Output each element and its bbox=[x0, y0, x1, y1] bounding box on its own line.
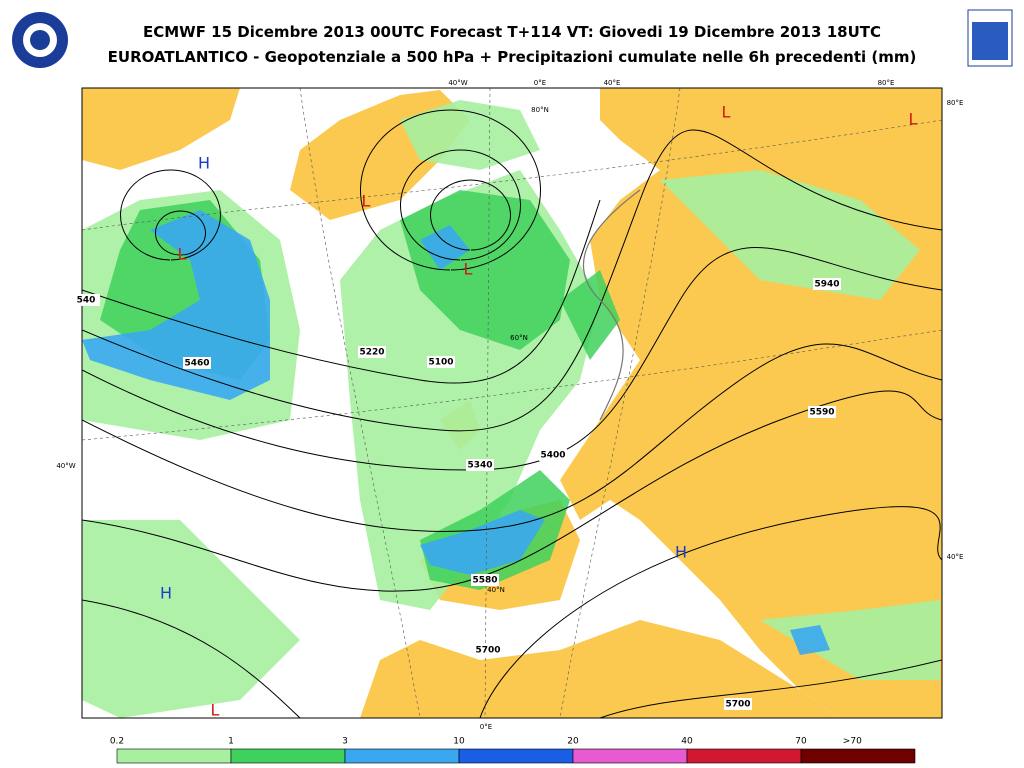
graticule-label: 80°N bbox=[531, 106, 549, 114]
contour-label-bg bbox=[183, 357, 211, 369]
contour-line bbox=[82, 199, 601, 384]
pressure-center: L bbox=[909, 110, 918, 129]
logo-core bbox=[30, 30, 50, 50]
contour-label-bg bbox=[471, 574, 499, 586]
map-frame bbox=[81, 87, 943, 719]
contour-line bbox=[400, 149, 521, 261]
legend-label: 70 bbox=[795, 737, 807, 747]
contour-line bbox=[479, 506, 942, 718]
legend-label: 0.2 bbox=[110, 737, 124, 747]
legend-label: 1 bbox=[228, 737, 234, 747]
graticule-label: 40°W bbox=[56, 462, 75, 470]
contour-label: 5220 bbox=[359, 348, 384, 358]
pressure-center: H bbox=[198, 154, 210, 173]
contour-label: 5100 bbox=[428, 358, 453, 368]
contour-label-bg bbox=[808, 406, 836, 418]
graticule-label: 80°E bbox=[878, 79, 895, 87]
legend-swatch bbox=[458, 748, 574, 764]
legend-label: 40 bbox=[681, 737, 693, 747]
contour-line bbox=[82, 343, 942, 533]
contour-label-bg bbox=[72, 294, 100, 306]
contour-line bbox=[430, 179, 511, 251]
graticule bbox=[82, 119, 942, 231]
logo-right bbox=[967, 9, 1013, 67]
contour-label-bg bbox=[427, 356, 455, 368]
contour-label: 5580 bbox=[472, 576, 497, 586]
pressure-center: H bbox=[675, 543, 687, 562]
graticule-label: 60°N bbox=[510, 334, 528, 342]
contour-label: 5700 bbox=[725, 700, 750, 710]
contour-label: 5700 bbox=[475, 646, 500, 656]
legend-swatch bbox=[572, 748, 688, 764]
contour-line bbox=[82, 129, 942, 432]
contour-line bbox=[155, 210, 206, 256]
legend-label: 20 bbox=[567, 737, 579, 747]
contour-label: 5940 bbox=[814, 280, 839, 290]
contour-label: 540 bbox=[77, 296, 96, 306]
legend-swatch bbox=[230, 748, 346, 764]
graticule-label: 0°E bbox=[480, 723, 492, 731]
contour-line bbox=[599, 659, 942, 718]
precip-heavy bbox=[790, 625, 830, 655]
pressure-center: L bbox=[464, 260, 473, 279]
subtitle: EUROATLANTICO - Geopotenziale a 500 hPa … bbox=[108, 48, 917, 66]
legend-swatch bbox=[800, 748, 916, 764]
logo-left bbox=[12, 12, 68, 68]
contour-label-bg bbox=[813, 278, 841, 290]
land bbox=[82, 88, 240, 170]
title: ECMWF 15 Dicembre 2013 00UTC Forecast T+… bbox=[143, 23, 881, 41]
contour-line bbox=[360, 109, 541, 271]
legend-label: 10 bbox=[453, 737, 465, 747]
precip-light bbox=[82, 520, 300, 718]
graticule bbox=[559, 88, 681, 718]
graticule-label: 80°E bbox=[947, 99, 964, 107]
precip-light bbox=[660, 170, 920, 300]
graticule bbox=[299, 88, 421, 718]
pressure-center: H bbox=[160, 584, 172, 603]
contour-line bbox=[82, 390, 942, 592]
contour-label-bg bbox=[724, 698, 752, 710]
contour-label: 5400 bbox=[540, 451, 565, 461]
legend-label: 3 bbox=[342, 737, 348, 747]
contour-label: 5460 bbox=[184, 359, 209, 369]
legend-swatch bbox=[686, 748, 802, 764]
pressure-center: L bbox=[362, 192, 371, 211]
contour-line bbox=[82, 247, 942, 471]
graticule-label: 40°N bbox=[487, 586, 505, 594]
precip-light bbox=[400, 100, 540, 170]
legend-swatch bbox=[116, 748, 232, 764]
graticule-label: 0°E bbox=[534, 79, 546, 87]
logo-fill bbox=[972, 22, 1008, 60]
precip-heavy bbox=[82, 210, 270, 400]
precip-light bbox=[760, 600, 940, 680]
graticule-label: 40°E bbox=[947, 553, 964, 561]
contour-label-bg bbox=[474, 644, 502, 656]
contour-label: 5590 bbox=[809, 408, 834, 418]
map-layers bbox=[82, 88, 942, 718]
pressure-center: L bbox=[178, 245, 187, 264]
contour-label-bg bbox=[466, 459, 494, 471]
legend-label: >70 bbox=[843, 737, 862, 747]
graticule-label: 40°W bbox=[448, 79, 467, 87]
legend-swatch bbox=[344, 748, 460, 764]
land bbox=[360, 620, 840, 718]
contour-label-bg bbox=[539, 449, 567, 461]
contour-label-bg bbox=[358, 346, 386, 358]
contour-label: 5340 bbox=[467, 461, 492, 471]
pressure-center: L bbox=[722, 103, 731, 122]
graticule-label: 40°E bbox=[604, 79, 621, 87]
coastline bbox=[582, 189, 641, 421]
precip-heavy bbox=[420, 225, 470, 270]
contour-line bbox=[82, 599, 301, 718]
pressure-center: L bbox=[211, 701, 220, 720]
precip-heavy bbox=[420, 510, 545, 575]
contour-line bbox=[120, 169, 221, 261]
